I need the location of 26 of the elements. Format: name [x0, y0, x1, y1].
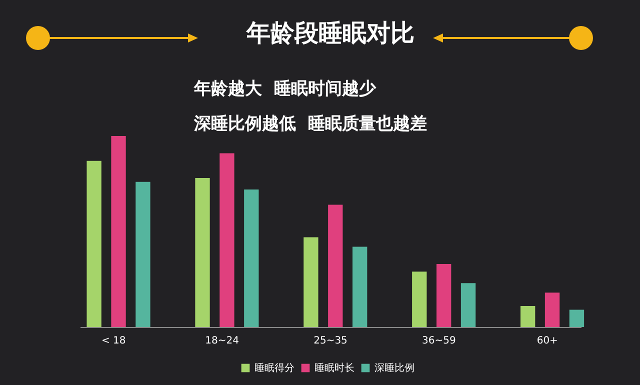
text: 深睡比例越低 睡眠质量也越差 [194, 113, 427, 135]
bar [520, 306, 536, 327]
bar [436, 264, 452, 327]
bar [544, 292, 560, 327]
bar [569, 310, 584, 327]
legend-label: 深睡比例 [374, 362, 414, 374]
bar [111, 136, 126, 327]
x-tick-label: 36~59 [422, 336, 456, 346]
legend-label: 睡眠时长 [314, 362, 354, 374]
bar [86, 160, 102, 327]
bar [412, 272, 427, 327]
x-tick-label: 18~24 [205, 336, 239, 346]
chart-subtitle: 年龄越大 睡眠时间越少 [194, 78, 376, 100]
x-tick-label: 25~35 [314, 336, 348, 346]
bar [460, 283, 476, 327]
bar [328, 204, 343, 327]
x-tick-label: 60+ [536, 336, 558, 346]
chart-title: 年龄段睡眠对比 [246, 19, 414, 47]
bar [220, 153, 234, 327]
bar [352, 246, 368, 327]
bar [244, 189, 259, 327]
bar [195, 178, 210, 327]
bar [304, 237, 318, 327]
legend-label: 睡眠得分 [254, 362, 294, 374]
bar [136, 182, 150, 327]
x-tick-label: < 18 [101, 336, 126, 346]
